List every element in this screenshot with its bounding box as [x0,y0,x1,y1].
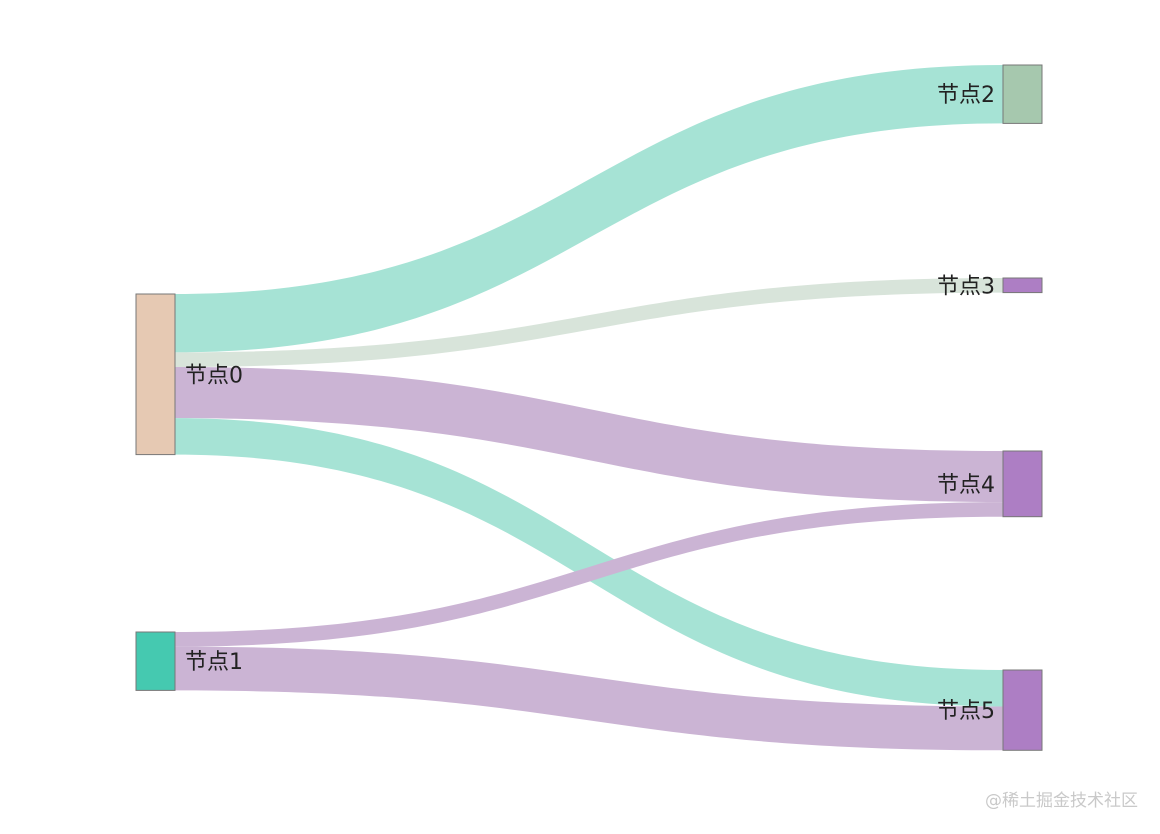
node-label-3: 节点3 [937,274,995,299]
node-label-4: 节点4 [937,473,995,498]
link-0-5 [175,418,1003,707]
node-label-0: 节点0 [185,363,243,388]
node-label-1: 节点1 [185,650,243,675]
links-layer [175,65,1003,751]
labels-layer: 节点0 节点1 节点2 节点3 节点4 节点5 [185,83,995,724]
link-0-3 [175,278,1003,367]
node-label-5: 节点5 [937,699,995,724]
link-1-4 [175,502,1003,647]
node-2 [1002,64,1043,124]
node-4 [1002,450,1043,518]
node-1 [135,631,176,691]
node-3 [1002,277,1043,294]
nodes-layer [135,64,1043,751]
watermark: @稀土掘金技术社区 [985,791,1138,811]
node-5 [1002,669,1043,751]
link-0-4 [175,367,1003,503]
link-1-5 [175,646,1003,751]
node-0 [135,293,176,456]
node-label-2: 节点2 [937,83,995,108]
link-0-2 [175,65,1003,353]
